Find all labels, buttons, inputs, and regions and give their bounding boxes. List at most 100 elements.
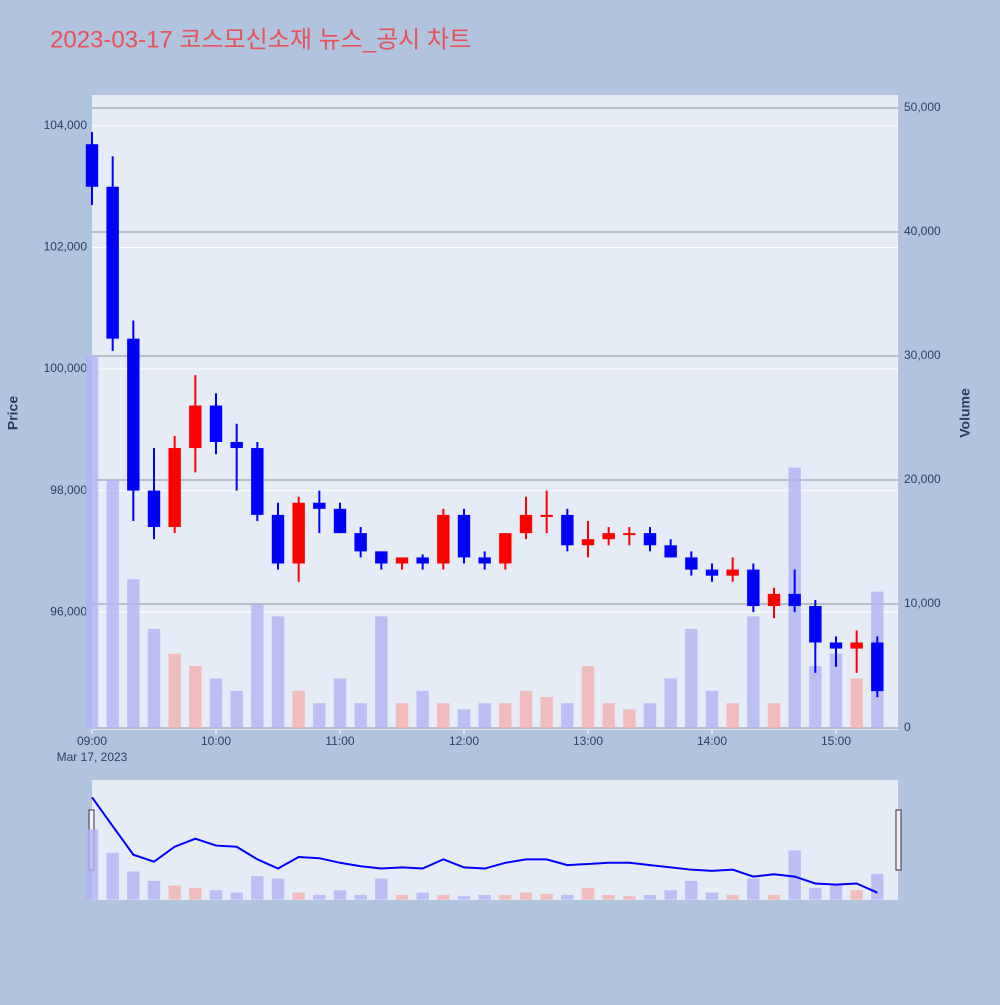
candle-body [85, 144, 99, 187]
volume-bar-mini [168, 885, 181, 900]
volume-bar [850, 678, 863, 729]
volume-bar [271, 616, 285, 729]
y2-tick-label: 20,000 [904, 472, 941, 486]
candle-body [437, 514, 450, 564]
volume-bar-mini [499, 894, 512, 900]
plot-area [92, 95, 898, 730]
slider-handle[interactable] [895, 809, 902, 871]
volume-bar-mini [664, 890, 677, 900]
volume-bar-mini [230, 892, 243, 900]
volume-bar-mini [602, 894, 615, 900]
volume-bar-mini [354, 894, 367, 900]
volume-bar [106, 480, 119, 729]
y-tick-label: 102,000 [44, 240, 88, 254]
candle-body [313, 502, 326, 509]
volume-bar-mini [726, 894, 739, 900]
candle-body [478, 557, 491, 564]
volume-bar-mini [457, 896, 471, 900]
volume-bar [189, 666, 202, 729]
candle-body [767, 593, 781, 607]
volume-bar [168, 653, 181, 729]
candle-body [850, 642, 863, 649]
x-tick-label: 15:00 [821, 734, 851, 748]
volume-bar [519, 690, 533, 729]
volume-bar [375, 616, 388, 729]
volume-bar-mini [623, 896, 636, 900]
y2-tick-label: 50,000 [904, 100, 941, 114]
volume-bar [561, 703, 574, 729]
volume-bar [602, 703, 615, 729]
volume-bar [809, 666, 822, 729]
volume-bar [623, 709, 636, 729]
x-tick-label: 14:00 [697, 734, 727, 748]
volume-bar [251, 604, 264, 729]
candle-body [106, 186, 119, 339]
y2-tick-label: 30,000 [904, 348, 941, 362]
volume-bar [313, 703, 326, 729]
candle-body [623, 533, 636, 536]
volume-bar-mini [375, 878, 388, 900]
x-tick-label: 12:00 [449, 734, 479, 748]
candle-body [292, 502, 305, 564]
volume-bar-mini [561, 894, 574, 900]
volume-bar [643, 703, 657, 729]
volume-bar [127, 579, 140, 729]
y-tick-label: 100,000 [44, 361, 88, 375]
candle-body [189, 405, 202, 449]
volume-bar-mini [705, 892, 719, 900]
volume-bar [685, 628, 698, 729]
y2-axis-title: Volume [957, 388, 973, 438]
candle-body [685, 557, 698, 570]
volume-bar [478, 703, 491, 729]
slider-close-line [91, 796, 878, 894]
volume-bar [147, 628, 161, 729]
candle-body [147, 490, 161, 528]
volume-bar-mini [189, 887, 202, 900]
candle-body [540, 514, 553, 517]
y2-tick-label: 40,000 [904, 224, 941, 238]
candle-body [788, 593, 801, 607]
volume-bar-mini [519, 892, 533, 900]
volume-bar-mini [747, 878, 760, 900]
volume-bar [333, 678, 347, 729]
x-date-label: Mar 17, 2023 [57, 750, 128, 764]
volume-bar [437, 703, 450, 729]
candle-body [809, 606, 822, 643]
x-tick-label: 13:00 [573, 734, 603, 748]
volume-bar-mini [767, 894, 781, 900]
volume-bar [354, 703, 367, 729]
y2-tick-label: 10,000 [904, 596, 941, 610]
x-tick-label: 10:00 [201, 734, 231, 748]
candle-body [871, 642, 884, 692]
x-tick-label: 11:00 [325, 734, 354, 748]
volume-bar [416, 690, 429, 729]
volume-bar-mini [106, 852, 119, 900]
candle-body [705, 569, 719, 576]
volume-bar-mini [209, 890, 223, 900]
volume-bar-mini [271, 878, 285, 900]
volume-bar-mini [540, 893, 553, 900]
candle-body [354, 533, 367, 552]
volume-bar [292, 690, 305, 729]
candle-body [168, 448, 181, 528]
candle-body [333, 508, 347, 534]
volume-bar-mini [395, 894, 409, 900]
volume-bar-mini [333, 890, 347, 900]
volume-bar [829, 653, 843, 729]
candle-body [561, 514, 574, 546]
volume-bar [395, 703, 409, 729]
volume-bar-mini [251, 876, 264, 900]
volume-bar-mini [85, 829, 99, 900]
volume-bar [705, 690, 719, 729]
candle-body [416, 557, 429, 564]
volume-bar-mini [437, 894, 450, 900]
y-tick-label: 104,000 [44, 118, 88, 132]
volume-bar-mini [147, 880, 161, 900]
y-tick-label: 96,000 [50, 604, 87, 618]
volume-bar [747, 616, 760, 729]
y-tick-label: 98,000 [50, 483, 87, 497]
range-slider[interactable] [92, 780, 898, 900]
candle-body [375, 551, 388, 564]
candle-body [230, 441, 243, 449]
